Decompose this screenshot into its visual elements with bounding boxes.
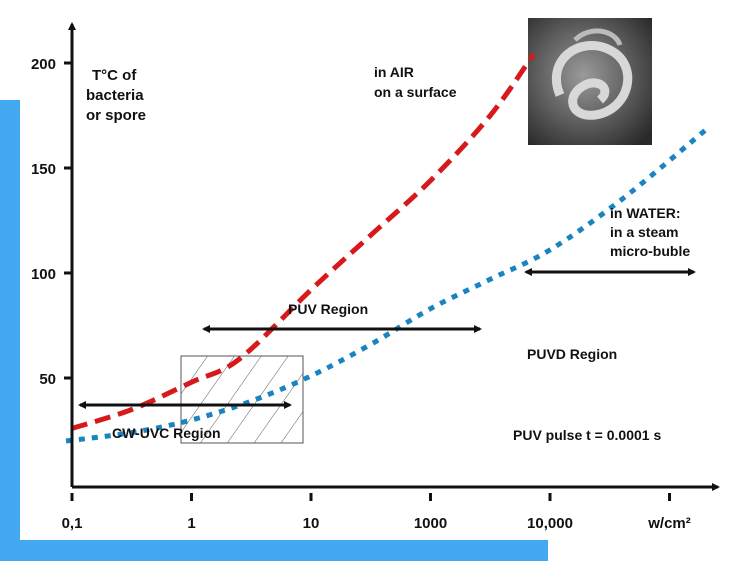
x-tick-label: 1 [187,515,195,532]
y-axis-label-2: bacteria [86,87,144,104]
x-tick-label: 10 [303,515,320,532]
air-label-2: on a surface [374,84,457,100]
blue-accent-left [0,100,20,561]
puv-region-label: PUV Region [288,301,368,317]
region-arrows [78,268,696,409]
water-label-1: in WATER: [610,205,681,221]
y-tick-label: 200 [31,56,56,73]
pulse-note: PUV pulse t = 0.0001 s [513,427,661,443]
y-axis-label-1: T°C of [92,67,137,84]
cwuvc-region-label: CW-UVC Region [112,425,221,441]
axes [68,22,720,491]
puvd-region-label: PUVD Region [527,346,617,362]
blue-accent-bottom [0,540,548,561]
x-tick-label: w/cm² [647,515,691,532]
water-label-2: in a steam [610,224,678,240]
air-label-1: in AIR [374,64,414,80]
y-tick-label: 100 [31,266,56,283]
x-tick-label: 0,1 [62,515,83,532]
x-tick-label: 10,000 [527,515,573,532]
y-tick-label: 50 [39,371,56,388]
hatched-box [180,355,304,444]
x-tick-label: 1000 [414,515,447,532]
water-label-3: micro-buble [610,243,690,259]
y-axis-label-3: or spore [86,107,146,124]
y-tick-label: 150 [31,161,56,178]
air-curve [71,53,536,431]
sem-photo [528,18,652,145]
